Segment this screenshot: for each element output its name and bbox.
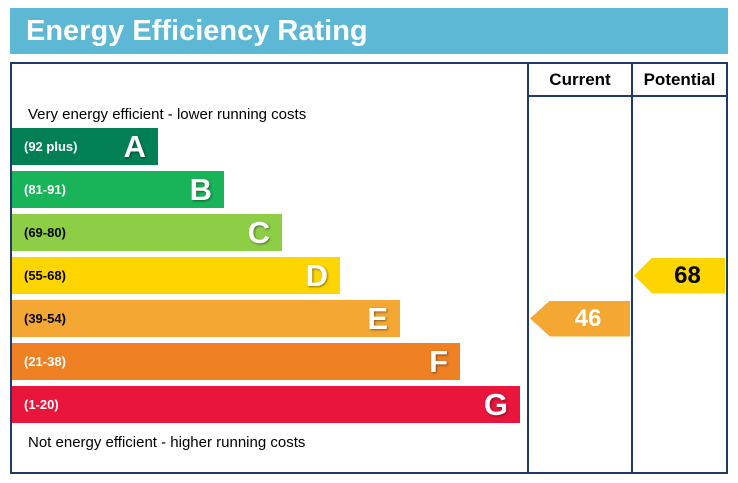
band-row-f: (21-38) F — [12, 340, 726, 383]
band-cell-d: (55-68) D — [12, 254, 527, 297]
current-cell-e: 46 — [527, 297, 631, 340]
current-cell-a — [527, 125, 631, 168]
top-note: Very energy efficient - lower running co… — [28, 106, 307, 123]
band-cell-b: (81-91) B — [12, 168, 527, 211]
band-range-label-c: (69-80) — [24, 225, 66, 240]
band-bar-g: (1-20) G — [12, 386, 520, 423]
band-row-g: (1-20) G — [12, 383, 726, 426]
band-range-label-e: (39-54) — [24, 311, 66, 326]
band-cell-c: (69-80) C — [12, 211, 527, 254]
band-letter-b: B — [189, 172, 212, 207]
header-spacer — [12, 64, 527, 97]
potential-cell-f — [631, 340, 726, 383]
current-rating-arrow: 46 — [530, 300, 630, 337]
band-letter-d: D — [305, 258, 328, 293]
current-column-spacer-bottom — [527, 426, 631, 472]
potential-cell-b — [631, 168, 726, 211]
band-letter-a: A — [123, 129, 146, 164]
potential-cell-a — [631, 125, 726, 168]
potential-column-spacer-bottom — [631, 426, 726, 472]
page-title: Energy Efficiency Rating — [10, 8, 728, 54]
rating-table: Current Potential Very energy efficient … — [10, 62, 728, 474]
potential-column-spacer-top — [631, 97, 726, 125]
band-bar-f: (21-38) F — [12, 343, 460, 380]
band-row-a: (92 plus) A — [12, 125, 726, 168]
current-cell-g — [527, 383, 631, 426]
bottom-note: Not energy efficient - higher running co… — [28, 434, 306, 451]
top-note-row: Very energy efficient - lower running co… — [12, 97, 726, 125]
band-range-label-b: (81-91) — [24, 182, 66, 197]
table-header-row: Current Potential — [12, 64, 726, 97]
current-column-spacer-top — [527, 97, 631, 125]
band-range-label-a: (92 plus) — [24, 139, 78, 154]
current-cell-d — [527, 254, 631, 297]
band-rows: (92 plus) A (81-91) B (69-80) C (55-68) D 68 (39-… — [12, 125, 726, 426]
current-cell-f — [527, 340, 631, 383]
band-bar-e: (39-54) E — [12, 300, 400, 337]
potential-cell-d: 68 — [631, 254, 726, 297]
band-range-label-f: (21-38) — [24, 354, 66, 369]
band-letter-f: F — [429, 344, 448, 379]
current-column-header: Current — [527, 64, 631, 97]
potential-cell-c — [631, 211, 726, 254]
band-cell-a: (92 plus) A — [12, 125, 527, 168]
band-letter-g: G — [483, 387, 508, 422]
band-letter-c: C — [247, 215, 270, 250]
potential-rating-arrow: 68 — [634, 257, 725, 294]
band-bar-b: (81-91) B — [12, 171, 224, 208]
band-bar-a: (92 plus) A — [12, 128, 158, 165]
band-cell-g: (1-20) G — [12, 383, 527, 426]
current-cell-c — [527, 211, 631, 254]
band-row-e: (39-54) E 46 — [12, 297, 726, 340]
potential-cell-g — [631, 383, 726, 426]
bottom-note-row: Not energy efficient - higher running co… — [12, 426, 726, 472]
band-row-c: (69-80) C — [12, 211, 726, 254]
potential-cell-e — [631, 297, 726, 340]
band-bar-c: (69-80) C — [12, 214, 282, 251]
band-range-label-d: (55-68) — [24, 268, 66, 283]
band-cell-f: (21-38) F — [12, 340, 527, 383]
current-cell-b — [527, 168, 631, 211]
band-cell-e: (39-54) E — [12, 297, 527, 340]
band-range-label-g: (1-20) — [24, 397, 59, 412]
band-bar-d: (55-68) D — [12, 257, 340, 294]
band-row-d: (55-68) D 68 — [12, 254, 726, 297]
band-row-b: (81-91) B — [12, 168, 726, 211]
potential-column-header: Potential — [631, 64, 726, 97]
band-letter-e: E — [367, 301, 388, 336]
